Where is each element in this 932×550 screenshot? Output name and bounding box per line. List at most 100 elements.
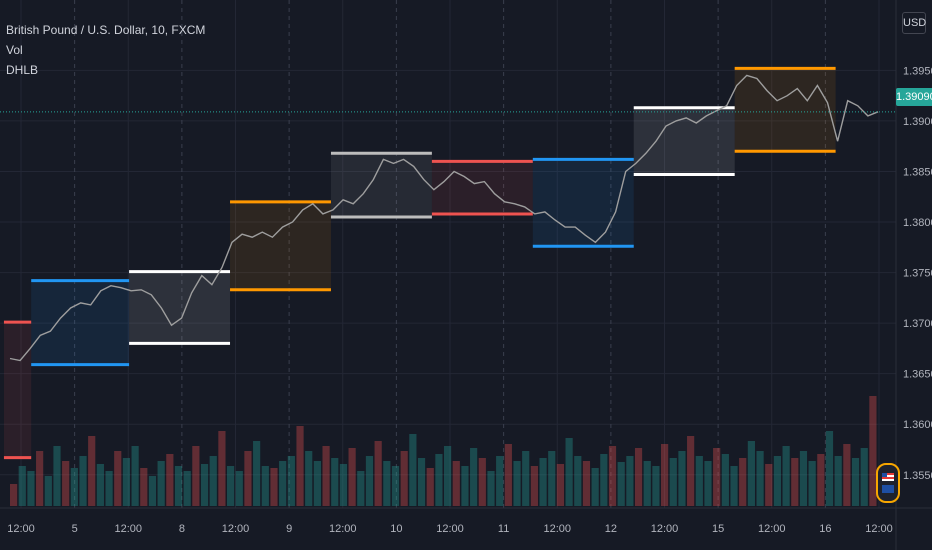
volume-bar <box>339 464 348 506</box>
volume-bar <box>114 451 122 506</box>
volume-bar <box>721 454 729 506</box>
x-tick-label: 12:00 <box>758 523 786 535</box>
x-tick-label: 12:00 <box>651 523 679 535</box>
volume-bar <box>548 451 556 506</box>
x-tick-label: 12:00 <box>436 523 464 535</box>
volume-bar <box>513 461 521 506</box>
volume-bar <box>313 461 321 506</box>
volume-bar <box>18 466 26 506</box>
volume-bar <box>417 458 426 506</box>
volume-bar <box>218 431 226 506</box>
volume-bar <box>634 448 643 506</box>
daily-range-band <box>431 161 533 214</box>
volume-bar <box>470 448 478 506</box>
x-tick-label: 9 <box>286 523 292 535</box>
volume-bar <box>305 451 313 506</box>
daily-range-band <box>31 280 130 365</box>
volume-bar <box>261 466 269 506</box>
volume-bar <box>765 464 773 506</box>
volume-bar <box>36 451 44 506</box>
volume-bar <box>157 461 165 506</box>
volume-bar <box>192 446 200 506</box>
x-tick-label: 12:00 <box>7 523 35 535</box>
volume-bar <box>678 451 686 506</box>
volume-bar <box>122 458 131 506</box>
flag-badge-icon[interactable] <box>876 463 900 503</box>
volume-indicator-label[interactable]: Vol <box>6 43 23 57</box>
volume-bar <box>565 438 573 506</box>
x-tick-label: 12:00 <box>865 523 893 535</box>
volume-bar <box>643 461 651 506</box>
volume-bar <box>799 451 808 506</box>
volume-bar <box>348 448 356 506</box>
x-tick-label: 12:00 <box>543 523 571 535</box>
volume-bar <box>825 431 834 506</box>
volume-bar <box>140 468 148 506</box>
daily-range-band <box>230 201 331 290</box>
volume-bar <box>687 436 695 506</box>
volume-bar <box>44 476 52 506</box>
volume-bar <box>400 451 408 506</box>
volume-bar <box>27 471 35 506</box>
volume-bar <box>200 464 209 506</box>
volume-bar <box>756 451 764 506</box>
last-price-label: 1.39090 <box>896 88 932 106</box>
volume-bar <box>365 456 374 506</box>
volume-bar <box>10 484 18 506</box>
daily-range-band <box>532 159 634 247</box>
volume-bar <box>574 456 582 506</box>
x-tick-label: 15 <box>712 523 724 535</box>
volume-bar <box>617 462 625 506</box>
volume-bar <box>582 461 591 506</box>
volume-bar <box>331 458 339 506</box>
volume-bar <box>869 396 877 506</box>
volume-bar <box>834 456 842 506</box>
volume-bar <box>270 468 278 506</box>
volume-bar <box>461 466 469 506</box>
y-tick-label: 1.38500 <box>903 166 932 178</box>
volume-bar <box>209 456 217 506</box>
volume-bar <box>357 471 365 506</box>
daily-range-band <box>3 322 32 458</box>
volume-bar <box>487 471 495 506</box>
volume-bar <box>374 441 382 506</box>
volume-bar <box>70 468 78 506</box>
volume-bar <box>782 446 790 506</box>
volume-bar <box>235 471 243 506</box>
volume-bar <box>860 448 868 506</box>
y-tick-label: 1.35500 <box>903 470 932 482</box>
volume-bar <box>227 466 235 506</box>
volume-bar <box>105 471 113 506</box>
volume-bar <box>88 436 96 506</box>
volume-bar <box>435 454 443 506</box>
volume-bar <box>652 466 660 506</box>
x-tick-label: 12:00 <box>222 523 250 535</box>
volume-bar <box>391 466 400 506</box>
volume-bar <box>296 426 304 506</box>
y-tick-label: 1.39500 <box>903 65 932 77</box>
volume-bar <box>730 466 738 506</box>
volume-bar <box>669 458 677 506</box>
us-flag-icon <box>882 485 894 493</box>
y-tick-label: 1.39000 <box>903 116 932 128</box>
currency-button[interactable]: USD <box>902 12 926 34</box>
symbol-title[interactable]: British Pound / U.S. Dollar, 10, FXCM <box>6 23 206 37</box>
volume-bar <box>53 446 61 506</box>
volume-bar <box>713 448 721 506</box>
dhlb-indicator-label[interactable]: DHLB <box>6 63 39 77</box>
x-tick-label: 10 <box>390 523 402 535</box>
x-tick-label: 12:00 <box>114 523 142 535</box>
volume-bar <box>739 458 747 506</box>
y-tick-label: 1.38000 <box>903 217 932 229</box>
x-tick-label: 12:00 <box>329 523 357 535</box>
volume-bar <box>96 464 104 506</box>
volume-bar <box>496 456 504 506</box>
y-tick-label: 1.36000 <box>903 419 932 431</box>
volume-bar <box>817 454 825 506</box>
volume-bar <box>747 441 755 506</box>
y-tick-label: 1.37000 <box>903 318 932 330</box>
volume-bar <box>322 446 330 506</box>
volume-bar <box>773 456 782 506</box>
volume-bar <box>704 461 712 506</box>
